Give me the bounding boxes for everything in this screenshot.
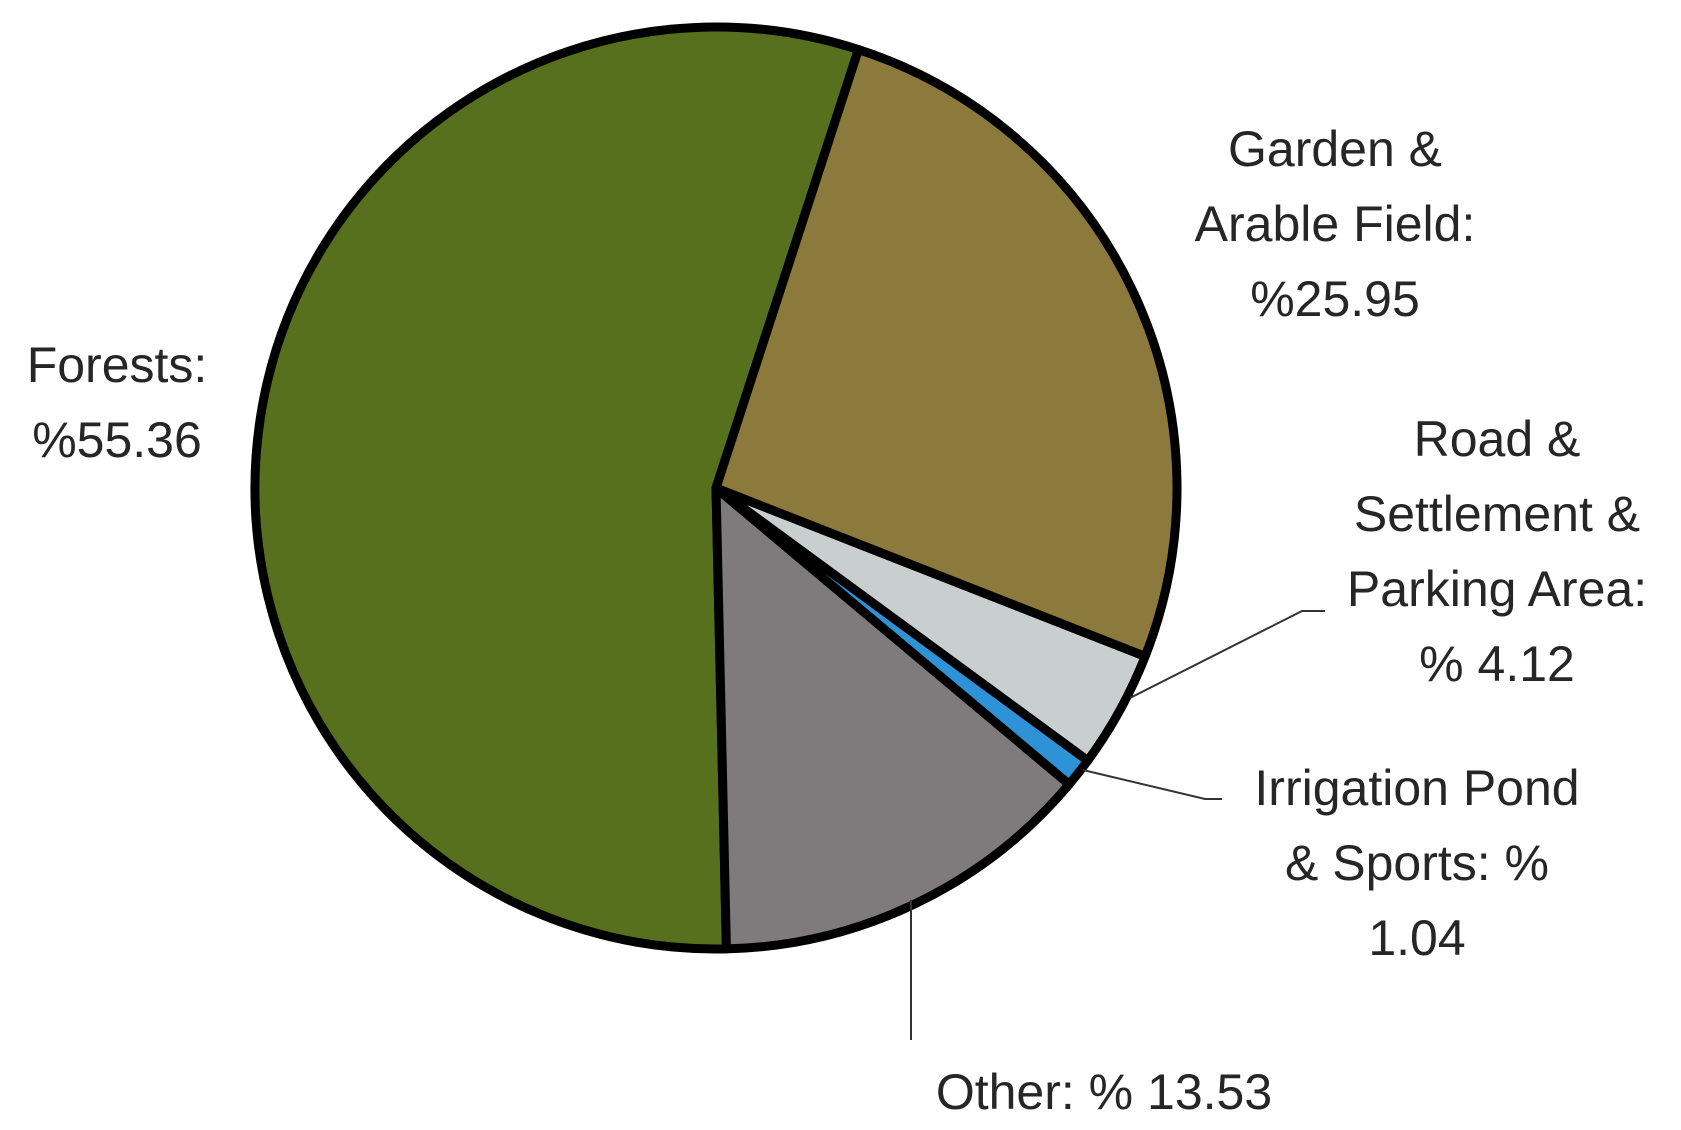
slice-label: Irrigation Pond & Sports: % 1.04 xyxy=(1254,760,1580,966)
leader-lines xyxy=(910,610,1325,1040)
slice-label: Garden & Arable Field: %25.95 xyxy=(1194,121,1476,327)
slice-label: Other: % 13.53 xyxy=(935,1064,1273,1120)
leader-line xyxy=(1129,610,1325,699)
slice-label: Road & Settlement & Parking Area: % 4.12 xyxy=(1346,411,1648,692)
pie-slice xyxy=(711,45,1182,661)
slice-label: Forests: %55.36 xyxy=(26,337,208,468)
pie-slice xyxy=(250,22,863,954)
leader-line xyxy=(1082,769,1222,800)
pie-slice xyxy=(711,483,1074,954)
